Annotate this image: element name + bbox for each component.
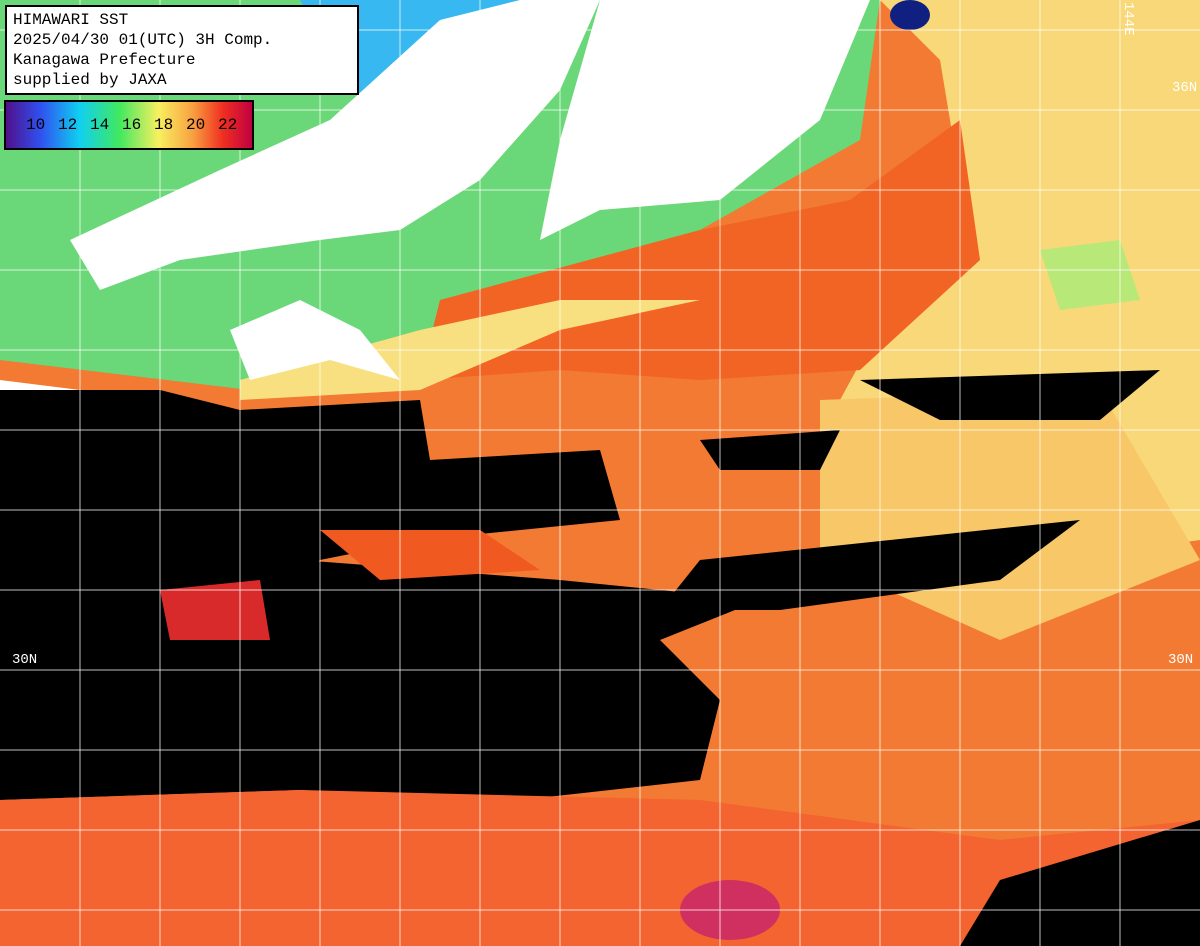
legend-label: 22 [218, 116, 238, 134]
grid-label: 36N [1172, 80, 1198, 96]
grid-label: 30N [1168, 652, 1194, 668]
header-line: 2025/04/30 01(UTC) 3H Comp. [13, 31, 273, 49]
legend-label: 12 [58, 116, 78, 134]
header-line: HIMAWARI SST [13, 11, 129, 29]
legend-label: 18 [154, 116, 174, 134]
header-box: HIMAWARI SST 2025/04/30 01(UTC) 3H Comp. K… [5, 5, 359, 95]
legend-label: 16 [122, 116, 142, 134]
grid-label: 30N [12, 652, 38, 668]
header-line: Kanagawa Prefecture [13, 51, 196, 69]
legend-label: 14 [90, 116, 110, 134]
legend-label: 10 [26, 116, 46, 134]
header-line: supplied by JAXA [13, 71, 167, 89]
legend-label: 20 [186, 116, 206, 134]
grid-label: 144E [1120, 2, 1136, 36]
color-legend: 10 12 14 16 18 20 22 [4, 100, 254, 150]
